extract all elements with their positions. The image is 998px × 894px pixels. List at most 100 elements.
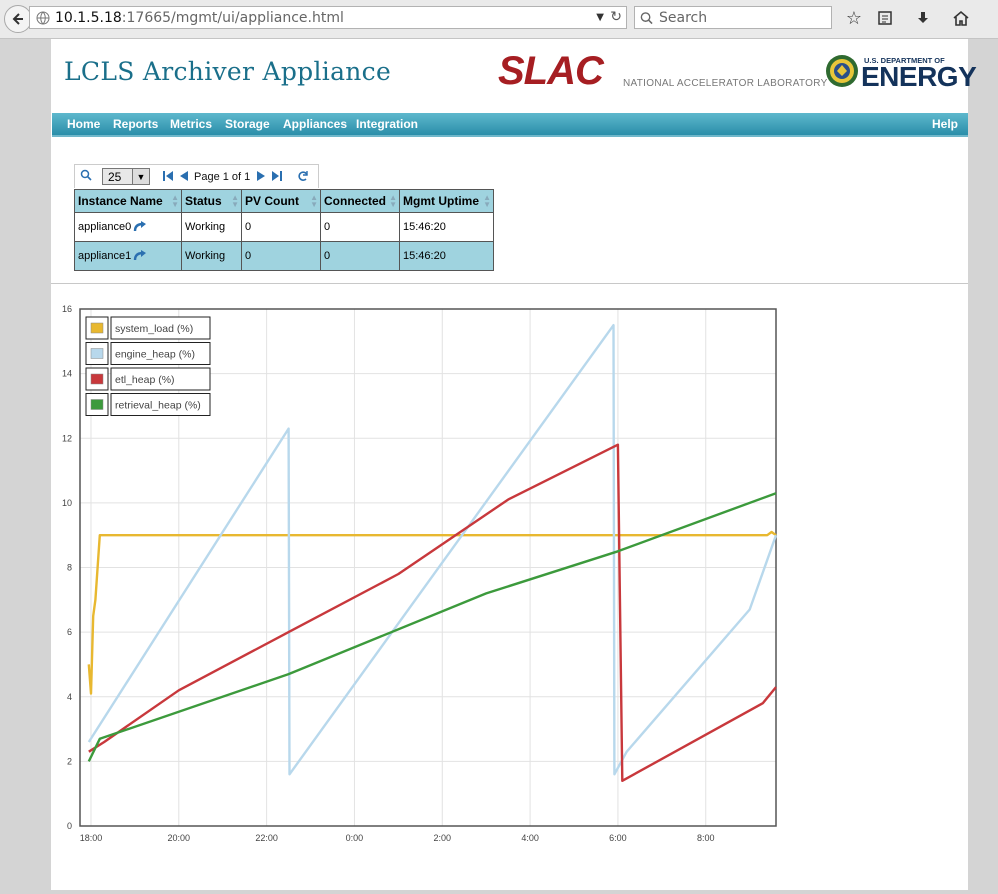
y-tick-label: 16 <box>62 305 72 314</box>
connected-cell: 0 <box>320 241 400 271</box>
nav-metrics[interactable]: Metrics <box>170 117 213 131</box>
url-dropdown-icon[interactable]: ▼ <box>596 12 604 23</box>
nav-help[interactable]: Help <box>932 117 959 131</box>
search-bar[interactable] <box>634 6 832 29</box>
doe-logo: U.S. DEPARTMENT OF ENERGY <box>825 54 977 92</box>
instance-name: appliance1 <box>78 250 132 262</box>
bookmark-star-icon[interactable]: ☆ <box>845 7 863 29</box>
appliance-table: Instance Name ▲ ▼ Status ▲ ▼ PV Count ▲ ▼ Conn… <box>74 189 494 271</box>
divider <box>51 283 968 284</box>
x-tick-label: 18:00 <box>80 833 103 843</box>
x-tick-label: 20:00 <box>168 833 191 843</box>
nav-storage[interactable]: Storage <box>225 117 270 131</box>
redirect-arrow-icon[interactable] <box>133 221 147 233</box>
x-tick-label: 8:00 <box>697 833 715 843</box>
nav-integration[interactable]: Integration <box>356 117 418 131</box>
y-tick-label: 0 <box>67 821 72 831</box>
grid-pager: 25 ▼ Page 1 of 1 <box>74 164 319 188</box>
nav-reports[interactable]: Reports <box>113 117 159 131</box>
legend-label-box <box>110 342 211 365</box>
sort-icon: ▲ ▼ <box>171 193 179 209</box>
globe-icon <box>36 11 50 24</box>
x-tick-label: 4:00 <box>521 833 539 843</box>
legend-swatch <box>90 322 104 334</box>
x-tick-label: 22:00 <box>255 833 278 843</box>
y-tick-label: 6 <box>67 627 72 637</box>
col-status[interactable]: Status ▲ ▼ <box>181 189 242 213</box>
status-cell: Working <box>181 212 242 242</box>
legend-label-box <box>110 367 211 391</box>
url-text: 10.1.5.18:17665/mgmt/ui/appliance.html <box>55 9 344 26</box>
y-tick-label: 12 <box>62 433 72 443</box>
sort-icon: ▲ ▼ <box>231 193 239 209</box>
chart-svg: 0 2 4 6 8 10 12 14 16 18:00 20:00 22:00 0:00 2:00 4:00… <box>62 304 778 843</box>
y-tick-label: 8 <box>67 563 72 573</box>
table-row[interactable]: appliance1 Working 0 0 15:46:20 <box>74 241 494 271</box>
page-title: LCLS Archiver Appliance <box>64 57 392 86</box>
series-line-system-load <box>87 530 777 695</box>
legend-label: system_load (%) <box>115 323 193 335</box>
last-page-icon[interactable] <box>271 171 282 181</box>
x-tick-label: 2:00 <box>434 833 452 843</box>
pv-count-cell: 0 <box>241 212 321 242</box>
slac-logo: SLAC NATIONAL ACCELERATOR LABORATORY <box>498 49 828 93</box>
uptime-cell: 15:46:20 <box>399 241 494 271</box>
page-info: Page 1 of 1 <box>194 171 251 183</box>
y-tick-label: 4 <box>67 692 72 702</box>
table-row[interactable]: appliance0 Working 0 0 15:46:20 <box>74 212 494 242</box>
page-size-select[interactable]: 25 ▼ <box>102 168 150 185</box>
back-button[interactable] <box>4 5 32 33</box>
legend-label-box <box>110 316 211 340</box>
reading-list-icon[interactable] <box>874 7 896 29</box>
status-cell: Working <box>181 241 242 271</box>
legend-label: etl_heap (%) <box>115 374 175 386</box>
search-icon[interactable] <box>80 169 92 181</box>
x-tick-label: 0:00 <box>346 833 364 843</box>
pv-count-cell: 0 <box>241 241 321 271</box>
first-page-icon[interactable] <box>163 171 174 181</box>
col-connected[interactable]: Connected ▲ ▼ <box>320 189 400 213</box>
series-line-retrieval-heap <box>87 492 777 762</box>
x-tick-label: 6:00 <box>609 833 627 843</box>
series-line-etl-heap <box>88 443 777 782</box>
search-input[interactable] <box>657 8 831 27</box>
page: LCLS Archiver Appliance SLAC NATIONAL AC… <box>51 39 977 890</box>
url-bar[interactable]: 10.1.5.18:17665/mgmt/ui/appliance.html ▼… <box>29 6 627 29</box>
browser-toolbar: 10.1.5.18:17665/mgmt/ui/appliance.html ▼… <box>0 0 998 39</box>
redirect-arrow-icon[interactable] <box>133 250 147 262</box>
legend-label: retrieval_heap (%) <box>115 400 201 412</box>
instance-name: appliance0 <box>78 221 132 233</box>
y-tick-label: 2 <box>67 756 72 766</box>
main-nav: Home Reports Metrics Storage Appliances … <box>52 113 968 137</box>
refresh-icon[interactable] <box>297 170 309 182</box>
y-tick-label: 10 <box>62 498 72 508</box>
legend-swatch <box>90 348 104 359</box>
connected-cell: 0 <box>320 212 400 242</box>
download-icon[interactable] <box>912 7 934 29</box>
prev-page-icon[interactable] <box>179 171 189 181</box>
series-line-engine-heap <box>87 324 778 776</box>
nav-appliances[interactable]: Appliances <box>283 117 348 131</box>
nav-home[interactable]: Home <box>67 117 101 131</box>
metrics-chart: 0 2 4 6 8 10 12 14 16 18:00 20:00 22:00 0:00 2:00 4:00… <box>51 304 791 894</box>
uptime-cell: 15:46:20 <box>399 212 494 242</box>
sort-icon: ▲ ▼ <box>483 193 491 209</box>
reload-icon[interactable]: ↻ <box>610 9 622 25</box>
plot-frame <box>79 308 777 827</box>
legend-swatch <box>90 373 104 385</box>
doe-seal-icon <box>826 55 858 87</box>
search-icon <box>640 11 653 24</box>
back-arrow-icon <box>12 13 23 25</box>
legend-swatch <box>90 399 104 410</box>
y-tick-label: 14 <box>62 369 72 379</box>
legend-label-box <box>110 393 211 416</box>
col-pv-count[interactable]: PV Count ▲ ▼ <box>241 189 321 213</box>
legend-label: engine_heap (%) <box>115 349 195 361</box>
chevron-down-icon: ▼ <box>132 169 149 184</box>
col-instance-name[interactable]: Instance Name ▲ ▼ <box>74 189 182 213</box>
sort-icon: ▲ ▼ <box>389 193 397 209</box>
col-mgmt-uptime[interactable]: Mgmt Uptime ▲ ▼ <box>399 189 494 213</box>
sort-icon: ▲ ▼ <box>310 193 318 209</box>
home-icon[interactable] <box>950 7 972 29</box>
next-page-icon[interactable] <box>256 171 266 181</box>
